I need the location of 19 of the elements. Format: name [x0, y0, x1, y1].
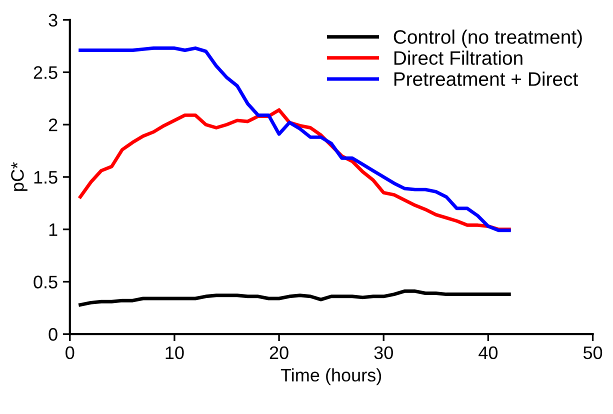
- y-tick-label: 1.5: [34, 171, 58, 184]
- x-axis-title: Time (hours): [280, 368, 382, 386]
- y-tick-label: 3: [48, 14, 58, 27]
- x-tick-label: 10: [166, 346, 184, 360]
- y-tick-label: 0: [48, 328, 58, 341]
- x-tick-label: 0: [66, 346, 74, 360]
- y-axis-title: pC*: [11, 162, 28, 191]
- x-tick-label: 30: [374, 346, 393, 360]
- legend-label: Pretreatment + Direct: [394, 72, 578, 86]
- y-tick-label: 0.5: [34, 276, 58, 288]
- legend-label: Direct Filtration: [394, 50, 522, 65]
- x-tick-label: 20: [270, 346, 288, 360]
- line-series: [78, 289, 511, 307]
- x-tick-label: 50: [583, 346, 602, 360]
- x-tick-label: 40: [478, 346, 498, 360]
- y-tick-label: 1: [49, 223, 58, 236]
- y-tick-label: 2.5: [34, 66, 58, 79]
- legend-label: Control (no treatment): [394, 30, 582, 48]
- y-tick-label: 2: [48, 118, 58, 132]
